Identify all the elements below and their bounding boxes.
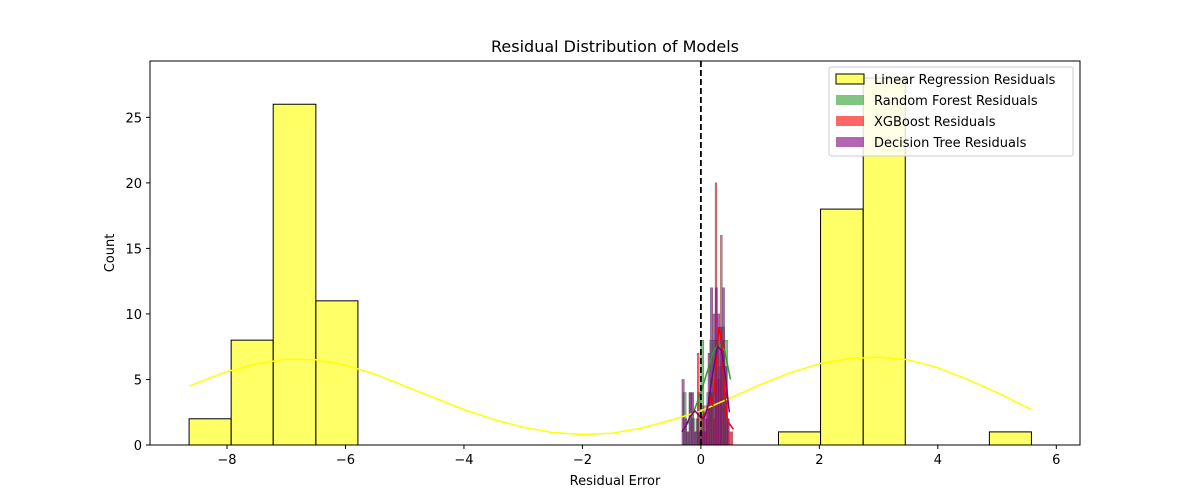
- histogram-bar: [272, 103, 317, 445]
- histogram-bar: [710, 287, 713, 445]
- legend-label-2: XGBoost Residuals: [874, 115, 996, 130]
- legend: Linear Regression Residuals Random Forest…: [828, 66, 1074, 157]
- series-3-kde-line: [681, 345, 731, 433]
- legend-swatch-3: [836, 137, 864, 147]
- histogram-bar: [681, 379, 685, 445]
- plot-frame: [149, 60, 1081, 446]
- y-tick-label: 15: [125, 242, 142, 257]
- x-tick-label: −4: [454, 453, 473, 468]
- histogram-bar: [988, 431, 1032, 445]
- histogram-bar: [777, 431, 822, 445]
- x-tick-label: 4: [934, 453, 942, 468]
- x-tick-label: −2: [573, 453, 592, 468]
- y-tick-label: 10: [125, 308, 142, 323]
- legend-swatch-2: [836, 116, 864, 126]
- x-tick-label: 2: [815, 453, 823, 468]
- histogram-bar: [230, 339, 274, 445]
- x-tick-label: 6: [1052, 453, 1060, 468]
- histogram-bar: [315, 300, 359, 445]
- legend-label-3: Decision Tree Residuals: [874, 136, 1027, 151]
- x-axis-label: Residual Error: [570, 474, 661, 489]
- y-axis-label: Count: [103, 234, 118, 273]
- y-tick-label: 25: [125, 111, 142, 126]
- y-axis-ticks: 0 5 10 15 20 25: [125, 111, 150, 454]
- histogram-bar: [703, 418, 706, 445]
- histogram-bar: [820, 208, 864, 445]
- series-0-kde-line: [188, 356, 1032, 436]
- legend-box: [828, 66, 1074, 157]
- histogram-bar: [730, 431, 734, 445]
- histogram-bar: [188, 418, 232, 445]
- legend-swatch-1: [836, 95, 864, 105]
- histogram-bar: [693, 431, 697, 445]
- y-tick-label: 0: [134, 439, 142, 454]
- legend-swatch-0: [835, 73, 865, 85]
- histogram-bar: [729, 431, 732, 445]
- histogram-bar: [684, 418, 687, 445]
- chart-title: Residual Distribution of Models: [491, 37, 739, 56]
- legend-label-0: Linear Regression Residuals: [874, 73, 1056, 88]
- x-tick-label: 0: [697, 453, 705, 468]
- x-tick-label: −8: [217, 453, 236, 468]
- y-tick-label: 5: [134, 373, 142, 388]
- y-tick-label: 20: [125, 177, 142, 192]
- histogram-bar: [695, 418, 699, 445]
- legend-label-1: Random Forest Residuals: [874, 94, 1038, 109]
- histogram-bar: [691, 392, 694, 445]
- x-tick-label: −6: [336, 453, 355, 468]
- x-axis-ticks: −8 −6 −4 −2 0 2 4 6: [217, 445, 1060, 468]
- histogram-bar: [686, 431, 690, 445]
